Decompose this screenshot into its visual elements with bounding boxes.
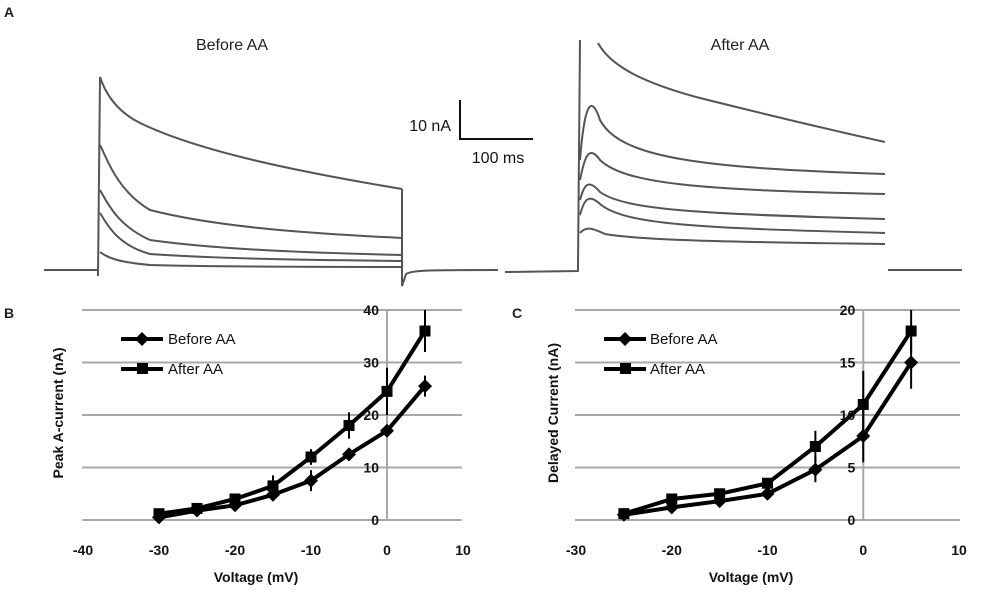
after-trace-3 <box>579 152 886 195</box>
data-point-square <box>381 385 393 397</box>
data-point-square <box>419 325 431 337</box>
data-point-square <box>191 502 203 514</box>
data-point-diamond <box>760 486 775 501</box>
after-trace-5 <box>579 197 886 234</box>
data-point-square <box>857 399 869 410</box>
chart-b-legend: Before AA After AA <box>121 331 236 378</box>
x-tick-label: -40 <box>73 542 93 558</box>
x-tick-label: -10 <box>757 542 777 558</box>
data-point-square <box>267 480 279 492</box>
legend-square-marker <box>137 363 148 374</box>
after-trace-6 <box>579 227 886 245</box>
chart-c-ticks: 0 5 10 15 20 -30 -20 -10 0 10 <box>566 302 967 558</box>
scale-time-label: 100 ms <box>472 150 524 167</box>
data-point-square <box>762 477 773 489</box>
y-tick-label: 10 <box>840 407 856 423</box>
y-tick-label: 10 <box>363 460 379 476</box>
scale-bar <box>459 100 533 140</box>
legend-square-marker <box>620 363 631 374</box>
chart-b-ylabel: Peak A-current (nA) <box>50 348 66 479</box>
x-tick-label: -30 <box>149 542 169 558</box>
data-point-diamond <box>304 473 318 488</box>
before-trace-3 <box>99 189 403 256</box>
x-tick-label: 10 <box>951 542 967 558</box>
data-point-square <box>666 493 678 505</box>
y-tick-label: 30 <box>363 355 379 371</box>
series-line-after-aa <box>158 329 427 516</box>
after-trace-2 <box>579 105 886 175</box>
before-trace-tail <box>401 189 499 287</box>
chart-c-legend: Before AA After AA <box>604 331 718 378</box>
legend-label-before: Before AA <box>650 331 718 348</box>
chart-c-xlabel: Voltage (mV) <box>709 569 794 585</box>
data-point-diamond <box>380 423 394 438</box>
y-tick-label: 20 <box>363 407 379 423</box>
y-tick-label: 0 <box>847 512 855 528</box>
before-trace-2 <box>99 144 403 239</box>
legend-diamond-marker <box>135 332 149 346</box>
data-point-square <box>305 451 317 463</box>
after-baseline <box>504 39 581 273</box>
chart-c-series <box>616 310 919 522</box>
chart-b-series <box>152 310 432 525</box>
legend-diamond-marker <box>618 332 632 346</box>
before-trace-1 <box>44 76 403 277</box>
chart-b-xlabel: Voltage (mV) <box>214 569 299 585</box>
x-tick-label: 10 <box>455 542 471 558</box>
after-aa-trace-title: After AA <box>711 37 770 54</box>
y-tick-label: 15 <box>840 355 856 371</box>
after-aa-traces <box>504 39 962 273</box>
legend-label-after: After AA <box>168 361 223 378</box>
data-point-diamond <box>808 462 823 477</box>
data-point-square <box>229 493 241 505</box>
scale-current-label: 10 nA <box>409 118 451 135</box>
y-tick-label: 20 <box>840 302 856 318</box>
before-aa-traces <box>44 76 499 287</box>
data-point-square <box>714 488 726 500</box>
data-point-square <box>343 420 355 431</box>
data-point-square <box>809 441 821 452</box>
traces-panel: Before AA After AA 10 nA 100 ms <box>44 37 962 287</box>
panel-label-c: C <box>512 305 522 321</box>
before-trace-4 <box>99 212 403 262</box>
delayed-current-chart: 0 5 10 15 20 -30 -20 -10 0 10 Voltage (mV) Delaye… <box>545 302 967 585</box>
data-point-diamond <box>342 447 356 462</box>
before-aa-trace-title: Before AA <box>196 37 268 54</box>
x-tick-label: 0 <box>859 542 867 558</box>
chart-b-ticks: 0 10 20 30 40 -40 -30 -20 -10 0 10 <box>73 302 471 558</box>
after-trace-1 <box>597 42 886 143</box>
after-trace-4 <box>579 183 886 220</box>
x-tick-label: -30 <box>566 542 586 558</box>
x-tick-label: 0 <box>383 542 391 558</box>
chart-b-gridlines <box>82 309 462 521</box>
y-tick-label: 0 <box>371 512 379 528</box>
panel-label-b: B <box>4 305 14 321</box>
chart-c-ylabel: Delayed Current (nA) <box>545 343 561 483</box>
legend-label-before: Before AA <box>168 331 236 348</box>
data-point-diamond <box>418 379 432 394</box>
data-point-square <box>153 508 165 520</box>
x-tick-label: -10 <box>301 542 321 558</box>
peak-a-current-chart: 0 10 20 30 40 -40 -30 -20 -10 0 10 Voltage (mV) Pe… <box>50 302 471 585</box>
y-tick-label: 5 <box>847 460 855 476</box>
data-point-square <box>618 508 630 520</box>
panel-label-a: A <box>4 4 14 20</box>
legend-label-after: After AA <box>650 361 705 378</box>
series-line-before-aa <box>158 384 427 520</box>
y-tick-label: 40 <box>363 302 379 318</box>
data-point-diamond <box>904 355 919 370</box>
before-trace-5 <box>99 251 403 268</box>
x-tick-label: -20 <box>662 542 682 558</box>
data-point-square <box>905 325 917 337</box>
x-tick-label: -20 <box>225 542 245 558</box>
